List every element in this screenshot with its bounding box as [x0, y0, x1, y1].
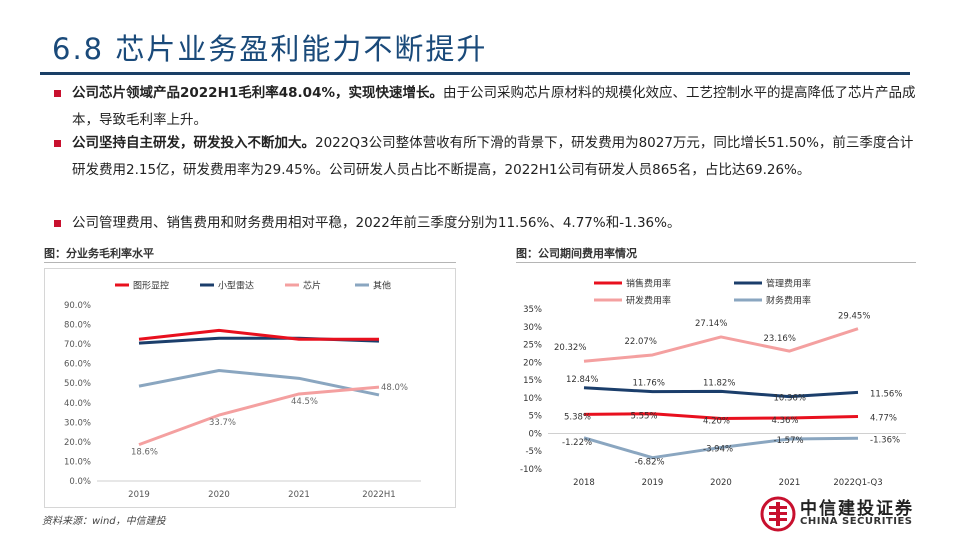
bullet-marker	[54, 90, 61, 97]
bullet-2: 公司坚持自主研发，研发投入不断加大。2022Q3公司整体营收有所下滑的背景下，研…	[44, 130, 920, 184]
data-label: 4.20%	[703, 417, 730, 427]
logo-emblem-icon	[760, 496, 796, 532]
page-title: 6.8 芯片业务盈利能力不断提升	[52, 32, 488, 66]
source-note: 资料来源：wind，中信建投	[42, 516, 166, 527]
x-tick-label: 2018	[573, 478, 595, 488]
x-tick-label: 2019	[642, 478, 664, 488]
data-label: 22.07%	[625, 337, 657, 347]
data-label: 48.0%	[381, 383, 408, 393]
bullet-1-text: 由于公司采购芯片原材料的规模化效应、工艺控制水平的提高降低了芯片产品成本，导致毛…	[72, 85, 916, 128]
bullet-2-bold: 公司坚持自主研发，研发投入不断加大。	[72, 135, 315, 151]
legend-label: 小型雷达	[218, 280, 254, 292]
y-tick-label: 0.0%	[69, 477, 91, 487]
series-line	[583, 386, 859, 399]
figure-2-title: 图：公司期间费用率情况	[516, 247, 637, 260]
data-label: 20.32%	[554, 343, 586, 353]
bullet-3-text: 公司管理费用、销售费用和财务费用相对平稳，2022年前三季度分别为11.56%、…	[72, 215, 681, 231]
chart-expense-ratio: -10% -5% 0% 5% 10% 15% 20% 25% 30% 35% 2018 2019 202…	[520, 278, 906, 488]
data-label: 33.7%	[209, 418, 236, 428]
y-tick-label: 40.0%	[64, 399, 91, 409]
title-divider	[40, 72, 910, 75]
chart-1-frame: 0.0% 10.0% 20.0% 30.0% 40.0% 50.0% 60.0% 70.0% 8…	[44, 268, 456, 508]
y-tick-label: 90.0%	[64, 301, 91, 311]
data-label: 5.38%	[564, 412, 591, 422]
legend-label: 芯片	[303, 280, 321, 292]
y-tick-label: 20%	[523, 358, 542, 368]
y-tick-label: 80.0%	[64, 321, 91, 331]
data-label: -3.94%	[703, 444, 733, 454]
x-tick-label: 2021	[288, 490, 310, 500]
y-tick-label: 30%	[523, 323, 542, 333]
figure-2-rule	[516, 262, 916, 263]
y-tick-label: 10%	[523, 394, 542, 404]
data-label: 5.55%	[631, 412, 658, 422]
x-tick-label: 2020	[710, 478, 732, 488]
data-label: 10.36%	[774, 394, 806, 404]
bullet-2-text: 2022Q3公司整体营收有所下滑的背景下，研发费用为8027万元，同比增长51.…	[72, 135, 914, 178]
brand-logo: 中信建投证券 CHINA SECURITIES	[760, 494, 920, 534]
bullet-1-bold: 公司芯片领域产品2022H1毛利率48.04%，实现快速增长。	[72, 85, 443, 101]
data-label: 44.5%	[291, 397, 318, 407]
chart-2-frame: -10% -5% 0% 5% 10% 15% 20% 25% 30% 35% 2018 2019 202…	[513, 268, 919, 496]
series-line	[138, 369, 380, 397]
data-label: 27.14%	[695, 319, 727, 329]
data-label: 11.82%	[703, 378, 735, 388]
series-line	[138, 328, 379, 341]
y-tick-label: -5%	[525, 447, 542, 457]
data-label: 12.84%	[566, 375, 598, 385]
y-tick-label: 5%	[529, 412, 543, 422]
data-label: -1.36%	[870, 435, 900, 445]
data-label: 29.45%	[838, 312, 870, 322]
data-label: 4.77%	[870, 413, 897, 423]
y-tick-label: 50.0%	[64, 379, 91, 389]
y-tick-label: -10%	[520, 465, 542, 475]
logo-english-name: CHINA SECURITIES	[800, 516, 913, 527]
data-label: -6.82%	[635, 458, 665, 468]
x-tick-label: 2021	[779, 478, 801, 488]
chart-gross-margin: 0.0% 10.0% 20.0% 30.0% 40.0% 50.0% 60.0% 70.0% 8…	[64, 280, 421, 500]
data-label: -1.57%	[774, 436, 804, 446]
data-label: 11.76%	[633, 379, 665, 389]
y-tick-label: 60.0%	[64, 360, 91, 370]
y-tick-label: 15%	[523, 376, 542, 386]
logo-chinese-name: 中信建投证券	[800, 499, 914, 519]
bullet-marker	[54, 140, 61, 147]
series-line	[583, 412, 859, 421]
legend-label: 管理费用率	[766, 278, 811, 290]
bullet-3: 公司管理费用、销售费用和财务费用相对平稳，2022年前三季度分别为11.56%、…	[44, 210, 920, 237]
y-tick-label: 25%	[523, 341, 542, 351]
legend-label: 财务费用率	[766, 295, 811, 307]
y-tick-label: 0%	[529, 429, 543, 439]
x-tick-label: 2020	[208, 490, 230, 500]
series-line	[583, 436, 859, 460]
data-label: 4.36%	[772, 416, 799, 426]
y-tick-label: 70.0%	[64, 340, 91, 350]
bullet-1: 公司芯片领域产品2022H1毛利率48.04%，实现快速增长。由于公司采购芯片原…	[44, 80, 920, 134]
figure-1-rule	[44, 262, 456, 263]
x-tick-label: 2022H1	[362, 490, 395, 500]
legend-label: 研发费用率	[626, 295, 671, 307]
data-label: 11.56%	[870, 389, 902, 399]
x-tick-label: 2022Q1-Q3	[833, 478, 882, 488]
bullet-marker	[54, 220, 61, 227]
legend-label: 其他	[373, 280, 391, 292]
y-tick-label: 35%	[523, 305, 542, 315]
data-label: 18.6%	[131, 448, 158, 458]
data-label: -1.22%	[562, 438, 592, 448]
y-tick-label: 10.0%	[64, 457, 91, 467]
series-line	[583, 327, 859, 363]
y-tick-label: 20.0%	[64, 438, 91, 448]
y-tick-label: 30.0%	[64, 418, 91, 428]
figure-1-title: 图：分业务毛利率水平	[44, 247, 154, 260]
legend-label: 销售费用率	[626, 278, 671, 290]
x-tick-label: 2019	[128, 490, 150, 500]
data-label: 23.16%	[764, 334, 796, 344]
legend-label: 图形显控	[133, 280, 169, 292]
series-line	[138, 385, 380, 447]
